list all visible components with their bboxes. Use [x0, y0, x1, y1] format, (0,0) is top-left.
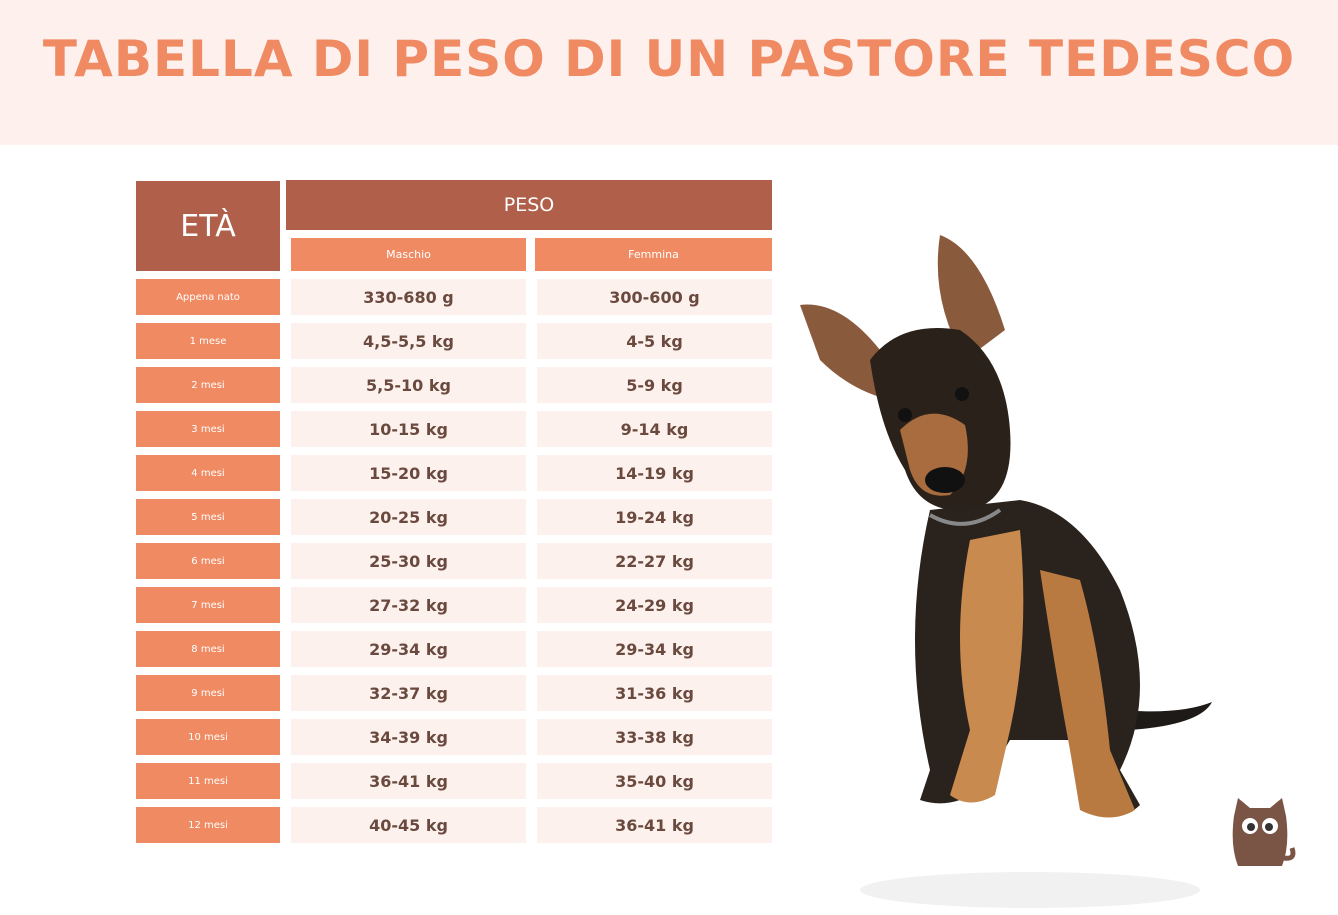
- age-cell: 12 mesi: [136, 807, 280, 843]
- female-weight-cell: 24-29 kg: [537, 587, 772, 623]
- age-cell: 7 mesi: [136, 587, 280, 623]
- female-weight-cell: 36-41 kg: [537, 807, 772, 843]
- age-cell: 1 mese: [136, 323, 280, 359]
- female-weight-cell: 29-34 kg: [537, 631, 772, 667]
- weight-header: PESO: [286, 180, 772, 230]
- age-header: ETÀ: [136, 181, 280, 271]
- female-weight-cell: 9-14 kg: [537, 411, 772, 447]
- female-weight-cell: 4-5 kg: [537, 323, 772, 359]
- male-weight-cell: 34-39 kg: [291, 719, 526, 755]
- male-header: Maschio: [291, 238, 526, 271]
- age-cell: 11 mesi: [136, 763, 280, 799]
- female-weight-cell: 19-24 kg: [537, 499, 772, 535]
- age-cell: 4 mesi: [136, 455, 280, 491]
- cat-logo: [1232, 798, 1296, 866]
- male-weight-cell: 15-20 kg: [291, 455, 526, 491]
- male-weight-cell: 25-30 kg: [291, 543, 526, 579]
- page-title: TABELLA DI PESO DI UN PASTORE TEDESCO: [42, 30, 1296, 88]
- age-cell: 5 mesi: [136, 499, 280, 535]
- age-cell: 3 mesi: [136, 411, 280, 447]
- male-weight-cell: 32-37 kg: [291, 675, 526, 711]
- male-weight-cell: 29-34 kg: [291, 631, 526, 667]
- male-weight-cell: 4,5-5,5 kg: [291, 323, 526, 359]
- female-weight-cell: 22-27 kg: [537, 543, 772, 579]
- age-cell: 8 mesi: [136, 631, 280, 667]
- female-weight-cell: 300-600 g: [537, 279, 772, 315]
- male-weight-cell: 5,5-10 kg: [291, 367, 526, 403]
- age-cell: Appena nato: [136, 279, 280, 315]
- female-weight-cell: 35-40 kg: [537, 763, 772, 799]
- male-weight-cell: 330-680 g: [291, 279, 526, 315]
- age-cell: 10 mesi: [136, 719, 280, 755]
- male-weight-cell: 27-32 kg: [291, 587, 526, 623]
- header-band: [0, 0, 1338, 145]
- age-cell: 6 mesi: [136, 543, 280, 579]
- dog-illustration: [800, 235, 1212, 908]
- female-weight-cell: 5-9 kg: [537, 367, 772, 403]
- male-weight-cell: 10-15 kg: [291, 411, 526, 447]
- age-cell: 2 mesi: [136, 367, 280, 403]
- female-header: Femmina: [535, 238, 772, 271]
- age-cell: 9 mesi: [136, 675, 280, 711]
- female-weight-cell: 33-38 kg: [537, 719, 772, 755]
- male-weight-cell: 36-41 kg: [291, 763, 526, 799]
- male-weight-cell: 40-45 kg: [291, 807, 526, 843]
- male-weight-cell: 20-25 kg: [291, 499, 526, 535]
- female-weight-cell: 31-36 kg: [537, 675, 772, 711]
- female-weight-cell: 14-19 kg: [537, 455, 772, 491]
